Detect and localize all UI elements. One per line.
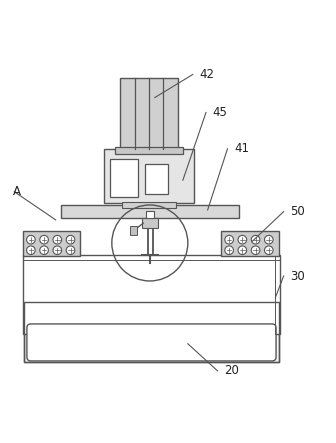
Bar [115,147,183,154]
Circle shape [225,235,234,244]
Bar [122,202,176,208]
Circle shape [53,246,61,255]
Bar [145,164,168,194]
Circle shape [27,246,35,255]
Text: 41: 41 [234,142,249,155]
Bar [130,226,137,235]
Bar [221,231,279,256]
Bar [141,218,158,228]
Text: 30: 30 [290,269,305,283]
Circle shape [251,246,260,255]
Text: 20: 20 [224,364,239,377]
Bar [110,159,138,198]
Circle shape [66,246,75,255]
Bar [60,205,239,218]
Circle shape [251,235,260,244]
Bar [103,149,195,203]
Circle shape [238,235,247,244]
Circle shape [264,235,273,244]
Circle shape [27,235,35,244]
Text: 45: 45 [213,106,227,119]
Circle shape [264,246,273,255]
FancyBboxPatch shape [27,324,276,361]
Circle shape [238,246,247,255]
Bar [146,211,154,218]
Text: 42: 42 [199,68,214,81]
Text: A: A [13,185,21,198]
Bar [23,255,280,334]
Circle shape [40,235,48,244]
Circle shape [225,246,234,255]
Circle shape [53,235,61,244]
Bar [23,231,80,256]
Bar [24,303,279,362]
Text: 50: 50 [290,205,305,218]
Bar [120,78,178,149]
Bar [24,303,279,362]
Circle shape [66,235,75,244]
Circle shape [40,246,48,255]
